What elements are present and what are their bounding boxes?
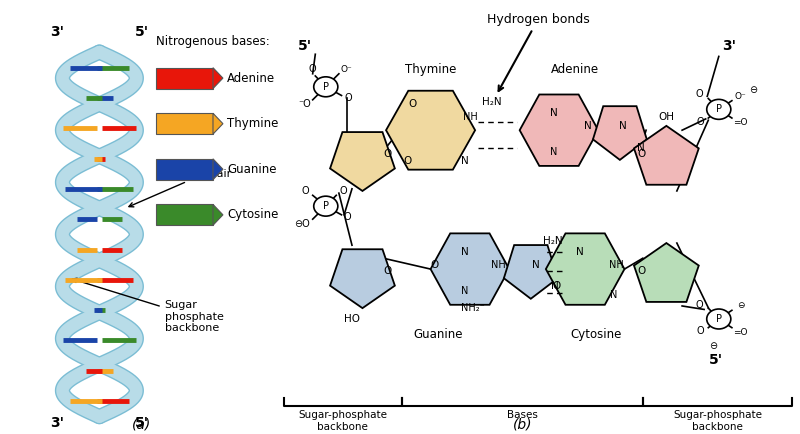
Text: Base pair: Base pair bbox=[129, 168, 231, 207]
Text: ⊖O: ⊖O bbox=[294, 218, 310, 229]
Text: P: P bbox=[716, 104, 722, 115]
Polygon shape bbox=[634, 126, 698, 185]
Text: Adenine: Adenine bbox=[227, 72, 275, 85]
Text: HO: HO bbox=[344, 314, 360, 324]
Polygon shape bbox=[634, 243, 698, 302]
Text: 5': 5' bbox=[135, 25, 149, 39]
Text: 5': 5' bbox=[709, 353, 723, 367]
Text: N: N bbox=[610, 290, 618, 300]
Text: Adenine: Adenine bbox=[550, 63, 598, 76]
Polygon shape bbox=[386, 91, 475, 170]
Text: O⁻: O⁻ bbox=[341, 65, 353, 74]
Text: Bases: Bases bbox=[507, 410, 538, 420]
Text: ⊖: ⊖ bbox=[749, 85, 757, 95]
FancyBboxPatch shape bbox=[156, 113, 213, 134]
Text: O: O bbox=[637, 149, 646, 159]
Text: (b): (b) bbox=[513, 418, 532, 432]
FancyBboxPatch shape bbox=[156, 159, 213, 180]
Text: N: N bbox=[584, 121, 592, 131]
Text: N: N bbox=[550, 147, 558, 157]
Polygon shape bbox=[330, 249, 395, 308]
Polygon shape bbox=[330, 132, 395, 191]
Polygon shape bbox=[593, 106, 646, 160]
Text: Sugar-phosphate
backbone: Sugar-phosphate backbone bbox=[298, 410, 387, 432]
Text: Hydrogen bonds: Hydrogen bonds bbox=[486, 13, 590, 91]
Text: O: O bbox=[430, 260, 438, 270]
Text: O: O bbox=[339, 186, 347, 196]
Circle shape bbox=[706, 99, 731, 119]
Text: H₂N: H₂N bbox=[542, 236, 562, 246]
Text: O⁻: O⁻ bbox=[735, 92, 746, 101]
Text: O: O bbox=[345, 92, 352, 103]
Polygon shape bbox=[504, 245, 558, 299]
Text: Guanine: Guanine bbox=[414, 328, 463, 341]
Text: N: N bbox=[461, 286, 468, 296]
FancyBboxPatch shape bbox=[156, 204, 213, 225]
Text: NH₂⁻: NH₂⁻ bbox=[461, 303, 484, 313]
Text: =O: =O bbox=[734, 118, 748, 127]
Text: O: O bbox=[309, 64, 317, 75]
Text: H₂N: H₂N bbox=[482, 97, 502, 107]
Text: NH: NH bbox=[462, 112, 478, 122]
Text: O: O bbox=[408, 99, 416, 109]
Text: P: P bbox=[322, 201, 329, 211]
Polygon shape bbox=[213, 204, 223, 225]
Text: (a): (a) bbox=[132, 418, 152, 432]
Text: O: O bbox=[637, 266, 646, 276]
Text: O: O bbox=[383, 149, 392, 159]
Text: O: O bbox=[301, 186, 309, 196]
Text: N: N bbox=[576, 247, 584, 257]
Text: =O: =O bbox=[734, 328, 748, 336]
Text: OH: OH bbox=[658, 112, 674, 122]
FancyBboxPatch shape bbox=[156, 68, 213, 89]
Circle shape bbox=[314, 77, 338, 97]
Text: N: N bbox=[461, 247, 469, 257]
Text: 3': 3' bbox=[722, 39, 736, 53]
Polygon shape bbox=[213, 68, 223, 89]
Text: O: O bbox=[383, 266, 392, 276]
Text: Guanine: Guanine bbox=[227, 163, 277, 176]
Text: ⊖: ⊖ bbox=[737, 302, 745, 310]
Text: 5': 5' bbox=[135, 416, 149, 430]
Text: P: P bbox=[716, 314, 722, 324]
Text: N: N bbox=[550, 281, 558, 292]
Text: O: O bbox=[403, 155, 411, 166]
Text: N: N bbox=[637, 142, 645, 153]
Text: 3': 3' bbox=[50, 416, 64, 430]
Text: O: O bbox=[552, 281, 561, 292]
Text: Cytosine: Cytosine bbox=[570, 328, 622, 341]
Polygon shape bbox=[213, 159, 223, 180]
Text: 5': 5' bbox=[298, 39, 312, 53]
Text: Nitrogenous bases:: Nitrogenous bases: bbox=[156, 35, 270, 48]
Text: O: O bbox=[697, 326, 704, 336]
Circle shape bbox=[314, 196, 338, 216]
Text: ⊖: ⊖ bbox=[710, 341, 718, 351]
Text: O: O bbox=[697, 116, 704, 127]
Polygon shape bbox=[520, 95, 598, 166]
Circle shape bbox=[706, 309, 731, 329]
Text: ⁻O: ⁻O bbox=[298, 99, 311, 109]
Text: O: O bbox=[695, 89, 702, 99]
Text: Thymine: Thymine bbox=[405, 63, 456, 76]
Text: N: N bbox=[461, 155, 469, 166]
Text: N: N bbox=[550, 108, 558, 118]
Text: O: O bbox=[695, 300, 702, 310]
Polygon shape bbox=[213, 113, 223, 134]
Text: Thymine: Thymine bbox=[227, 117, 278, 130]
Polygon shape bbox=[546, 233, 625, 305]
Text: Sugar-phosphate
backbone: Sugar-phosphate backbone bbox=[673, 410, 762, 432]
Polygon shape bbox=[430, 233, 509, 305]
Text: 3': 3' bbox=[50, 25, 64, 39]
Text: NH: NH bbox=[491, 260, 506, 270]
Text: NH: NH bbox=[610, 260, 624, 270]
Text: N: N bbox=[532, 260, 540, 270]
Text: Sugar
phosphate
backbone: Sugar phosphate backbone bbox=[72, 278, 223, 333]
Text: O: O bbox=[344, 212, 352, 222]
Text: P: P bbox=[322, 82, 329, 92]
Text: N: N bbox=[618, 121, 626, 131]
Text: Cytosine: Cytosine bbox=[227, 208, 278, 221]
